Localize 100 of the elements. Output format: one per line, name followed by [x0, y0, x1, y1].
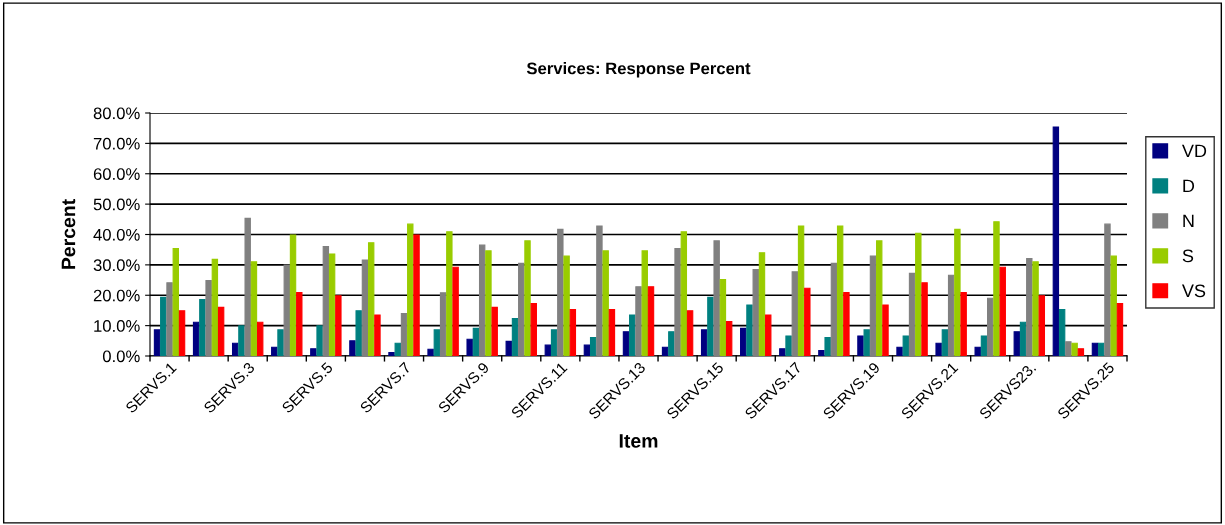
bar — [374, 314, 381, 356]
bar — [211, 258, 219, 356]
bar — [869, 255, 877, 356]
bar — [779, 348, 786, 356]
bar — [635, 286, 642, 356]
bar — [446, 231, 453, 356]
bar — [818, 349, 825, 356]
y-tick-label: 0.0% — [102, 350, 140, 363]
bar — [361, 259, 369, 356]
bar — [563, 255, 570, 356]
bar — [758, 252, 766, 356]
bar — [602, 250, 609, 356]
bar — [192, 321, 200, 356]
legend-label: N — [1183, 214, 1194, 228]
bar — [452, 266, 459, 356]
y-tick-label: 70.0% — [93, 137, 140, 150]
bar — [256, 321, 264, 356]
bar — [791, 271, 799, 356]
bar — [707, 296, 714, 356]
bar — [941, 329, 949, 356]
bar — [328, 253, 336, 356]
bar — [530, 302, 537, 356]
y-tick-label: 50.0% — [93, 198, 140, 211]
bar — [178, 310, 186, 356]
bar — [908, 272, 916, 356]
bar — [427, 348, 434, 356]
bar — [1110, 255, 1117, 356]
y-tick-label: 80.0% — [93, 107, 140, 120]
bar — [388, 352, 395, 356]
bar — [355, 310, 362, 356]
bar — [902, 335, 910, 356]
bar — [1052, 126, 1060, 356]
bar — [238, 325, 245, 356]
bar — [785, 335, 792, 356]
bar — [407, 223, 414, 356]
bar — [700, 329, 708, 356]
bar — [974, 346, 981, 356]
bar — [954, 228, 961, 356]
bar — [824, 336, 831, 356]
bar — [1013, 331, 1021, 356]
bar — [250, 261, 258, 356]
bar — [896, 346, 903, 356]
bar — [583, 344, 591, 356]
bar — [1032, 261, 1039, 356]
bar — [205, 280, 212, 356]
bar — [876, 240, 883, 356]
bar — [271, 346, 278, 356]
bar — [1104, 223, 1111, 356]
bar — [686, 310, 694, 356]
bar — [740, 327, 747, 356]
bar — [160, 296, 167, 356]
bar — [830, 262, 838, 356]
bar — [719, 278, 727, 356]
y-tick-label: 10.0% — [94, 320, 140, 332]
bar — [960, 291, 967, 356]
bar — [335, 295, 342, 356]
bar — [836, 225, 844, 356]
bar — [1071, 342, 1078, 356]
bar — [915, 232, 922, 356]
y-tick-label: 60.0% — [93, 168, 140, 180]
bar — [935, 342, 942, 356]
x-axis-title: Item — [619, 434, 658, 448]
bar — [518, 262, 525, 356]
bar — [1097, 342, 1105, 356]
bar — [478, 244, 486, 356]
bar — [166, 282, 173, 356]
bar — [629, 314, 636, 356]
y-tick-label: 20.0% — [93, 289, 140, 302]
bar — [569, 308, 577, 356]
legend-label: D — [1183, 179, 1195, 193]
bar — [439, 292, 447, 356]
bar — [725, 321, 733, 356]
bar — [544, 344, 552, 356]
bar — [524, 240, 531, 356]
bar — [472, 327, 480, 356]
bar — [277, 329, 284, 356]
bar — [505, 340, 512, 356]
bar — [843, 291, 850, 356]
bar — [947, 274, 955, 356]
bar — [1116, 302, 1124, 356]
chart-title: Services: Response Percent — [526, 62, 751, 78]
legend-label: S — [1182, 249, 1194, 263]
bar — [680, 231, 688, 356]
bar — [400, 312, 408, 356]
bar — [231, 342, 239, 356]
bar — [589, 336, 597, 356]
bar — [1077, 348, 1085, 356]
bar — [622, 331, 630, 356]
bar — [296, 291, 303, 356]
bar — [511, 318, 519, 356]
y-tick-label: 40.0% — [93, 228, 140, 241]
bar — [1065, 341, 1072, 356]
bar — [283, 264, 290, 356]
bar — [921, 282, 928, 356]
bar — [647, 286, 655, 356]
bar — [857, 335, 864, 356]
bar — [394, 342, 401, 356]
bar — [217, 306, 225, 356]
bar — [746, 304, 753, 356]
bar — [993, 221, 1000, 356]
